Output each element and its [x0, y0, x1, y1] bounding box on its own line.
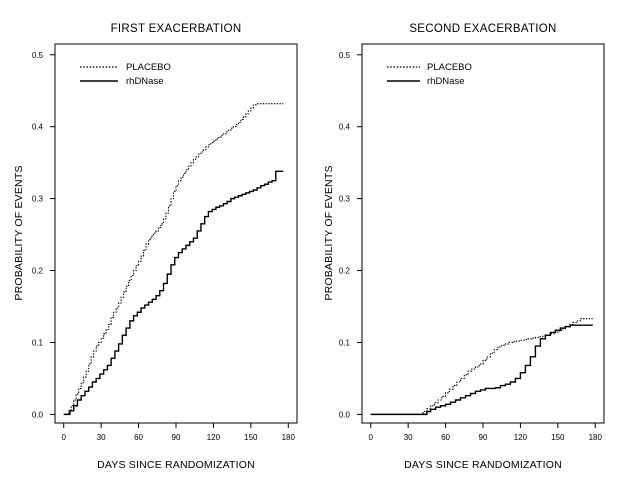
x-tick-label: 30 [97, 433, 106, 442]
series-line-placebo [63, 103, 284, 415]
x-tick-label: 120 [514, 433, 528, 442]
series-group [63, 103, 284, 416]
y-tick-label: 0.5 [339, 51, 351, 60]
legend: PLACEBO rhDNase [387, 62, 472, 87]
legend-label-rhdnase: rhDNase [427, 76, 465, 87]
x-tick-label: 0 [62, 433, 67, 442]
y-tick-label: 0.3 [339, 195, 351, 204]
series-line-rhdnase [63, 170, 284, 416]
x-tick-label: 150 [551, 433, 565, 442]
series-line-placebo [370, 318, 593, 415]
panel-title: SECOND EXACERBATION [409, 23, 556, 35]
y-tick-label: 0.2 [339, 267, 351, 276]
x-tick-label: 0 [369, 433, 374, 442]
y-tick-label: 0.3 [32, 195, 44, 204]
x-tick-label: 90 [479, 433, 488, 442]
y-tick-label: 0.5 [32, 51, 44, 60]
panel-title: FIRST EXACERBATION [111, 23, 242, 35]
axes: 0 30 60 90 120 150 180 0.0 0.1 0.2 0.3 0.4 0.5 [32, 43, 298, 442]
y-tick-label: 0.0 [339, 410, 351, 419]
panel-first-exacerbation: FIRST EXACERBATION 0 30 60 90 120 150 180 0.0 0.… [0, 0, 320, 496]
x-tick-label: 150 [244, 433, 258, 442]
x-axis-label: DAYS SINCE RANDOMIZATION [97, 459, 255, 471]
series-line-rhdnase [370, 324, 593, 416]
y-tick-label: 0.2 [32, 267, 44, 276]
plot-frame [361, 43, 605, 424]
axes: 0 30 60 90 120 150 180 0.0 0.1 0.2 0.3 0.4 0.5 [339, 43, 605, 442]
series-group [370, 318, 593, 416]
legend-label-placebo: PLACEBO [427, 62, 472, 73]
x-tick-label: 60 [134, 433, 143, 442]
x-tick-label: 180 [589, 433, 603, 442]
x-axis-label: DAYS SINCE RANDOMIZATION [404, 459, 562, 471]
x-tick-label: 60 [441, 433, 450, 442]
legend: PLACEBO rhDNase [80, 62, 171, 87]
legend-label-placebo: PLACEBO [126, 62, 171, 73]
x-tick-label: 180 [282, 433, 296, 442]
x-tick-label: 30 [404, 433, 413, 442]
y-tick-label: 0.1 [339, 338, 351, 347]
y-axis-label: PROBABILITY OF EVENTS [13, 165, 25, 300]
y-tick-label: 0.4 [32, 123, 44, 132]
panel-background [0, 0, 320, 496]
x-tick-label: 90 [172, 433, 181, 442]
y-axis-label: PROBABILITY OF EVENTS [323, 165, 335, 300]
panel-second-exacerbation: SECOND EXACERBATION 0 30 60 90 120 150 1800.00… [323, 23, 605, 471]
y-tick-label: 0.4 [339, 123, 351, 132]
legend-label-rhdnase: rhDNase [126, 76, 164, 87]
y-tick-label: 0.1 [32, 338, 44, 347]
x-tick-label: 120 [207, 433, 221, 442]
y-tick-label: 0.0 [32, 410, 44, 419]
